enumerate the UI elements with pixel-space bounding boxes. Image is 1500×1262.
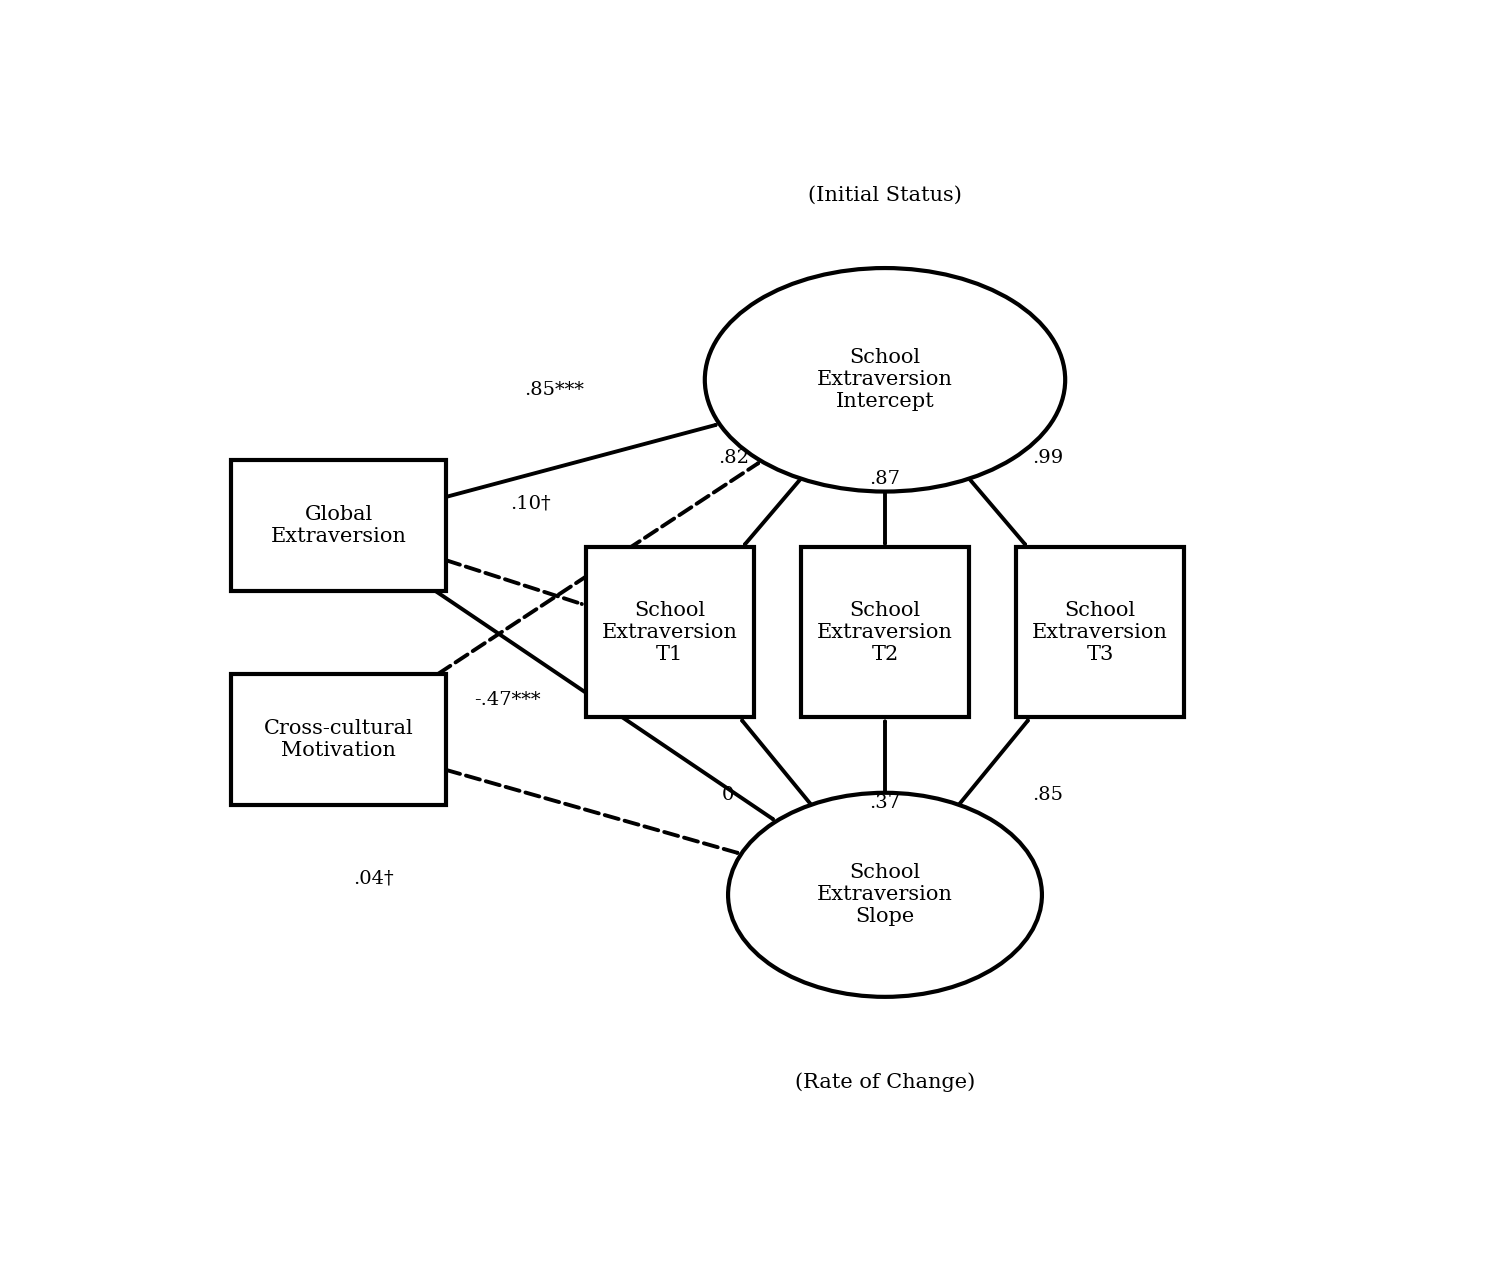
Text: School
Extraversion
T1: School Extraversion T1 [602,601,738,664]
Text: (Initial Status): (Initial Status) [808,186,962,204]
FancyArrowPatch shape [446,425,716,497]
Text: (Rate of Change): (Rate of Change) [795,1073,975,1092]
Text: -.47***: -.47*** [474,692,540,709]
Text: School
Extraversion
Slope: School Extraversion Slope [818,863,952,926]
FancyArrowPatch shape [742,721,812,805]
FancyArrowPatch shape [958,721,1028,805]
Text: .10†: .10† [510,495,550,512]
Text: School
Extraversion
T3: School Extraversion T3 [1032,601,1168,664]
FancyBboxPatch shape [231,674,446,805]
FancyArrowPatch shape [969,478,1024,544]
FancyArrowPatch shape [435,591,772,819]
Text: School
Extraversion
Intercept: School Extraversion Intercept [818,348,952,411]
Text: .37: .37 [870,794,900,811]
Ellipse shape [728,793,1042,997]
FancyBboxPatch shape [801,548,969,718]
Text: .85***: .85*** [524,381,584,399]
Text: .87: .87 [870,469,900,488]
FancyArrowPatch shape [446,770,738,853]
FancyBboxPatch shape [231,459,446,591]
Text: .99: .99 [1032,448,1064,467]
FancyBboxPatch shape [1016,548,1185,718]
FancyArrowPatch shape [446,560,582,604]
Text: Global
Extraversion: Global Extraversion [270,505,406,546]
FancyArrowPatch shape [746,478,801,544]
FancyBboxPatch shape [585,548,754,718]
Text: .82: .82 [718,448,750,467]
Text: .04†: .04† [352,870,395,887]
Text: 0: 0 [722,786,735,804]
Text: Cross-cultural
Motivation: Cross-cultural Motivation [264,719,414,760]
Text: .85: .85 [1032,786,1064,804]
Ellipse shape [705,268,1065,491]
Text: School
Extraversion
T2: School Extraversion T2 [818,601,952,664]
FancyArrowPatch shape [438,463,758,674]
